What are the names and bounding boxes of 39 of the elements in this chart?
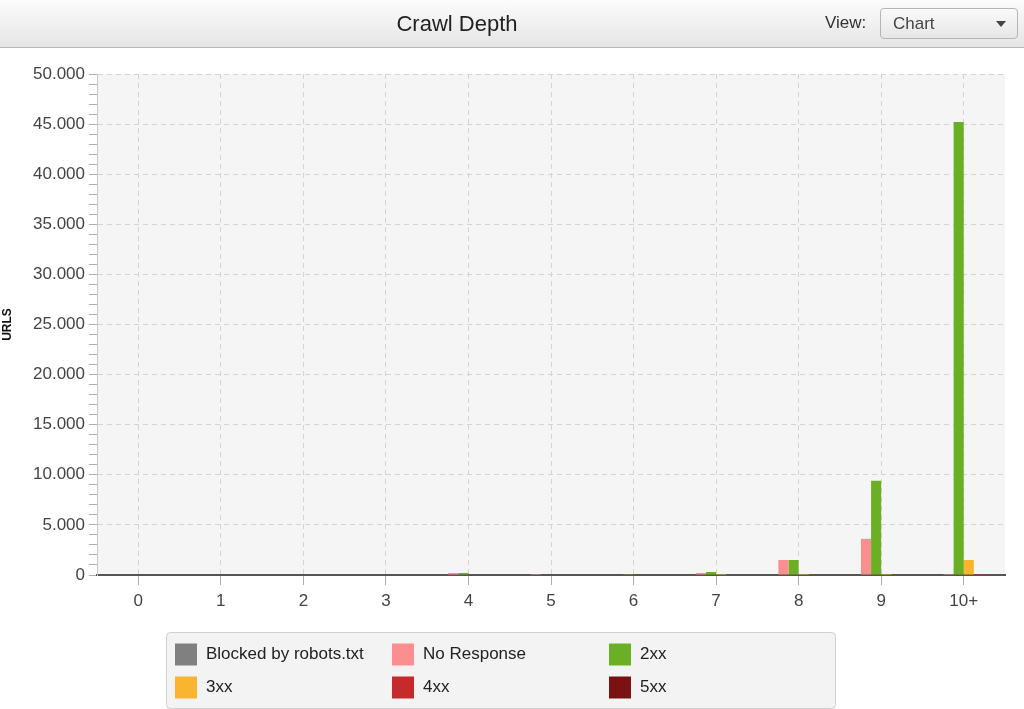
x-tick-label: 7 <box>711 590 721 610</box>
x-tick-label: 6 <box>628 590 639 610</box>
bar <box>778 559 789 575</box>
y-tick-label: 40.000 <box>33 163 85 183</box>
y-tick-label: 50.000 <box>33 63 85 83</box>
y-tick-label: 15.000 <box>33 414 85 434</box>
bar <box>860 538 872 575</box>
y-tick-label: 10.000 <box>33 464 85 484</box>
y-tick-label: 35.000 <box>33 213 85 233</box>
x-tick-label: 4 <box>463 590 474 610</box>
legend-label: 3xx <box>206 677 233 697</box>
bar <box>788 559 799 575</box>
legend-label: No Response <box>423 644 527 664</box>
legend-label: 2xx <box>640 644 667 664</box>
x-tick-label: 10+ <box>949 590 979 610</box>
legend-label: 4xx <box>423 677 450 697</box>
y-tick-label: 45.000 <box>33 113 85 133</box>
y-axis-title: URLS <box>0 308 14 341</box>
bar <box>871 480 882 575</box>
bar <box>953 122 964 575</box>
x-tick-label: 0 <box>133 590 144 610</box>
text: View: <box>825 13 867 33</box>
dropdown-field: Chart <box>880 8 1018 39</box>
x-tick-label: 3 <box>381 590 391 610</box>
x-tick-label: 8 <box>793 590 804 610</box>
bar <box>705 571 717 575</box>
y-tick-label: 0 <box>75 564 85 584</box>
legend-label: Blocked by robots.txt <box>206 644 365 664</box>
y-tick-label: 25.000 <box>33 314 85 334</box>
y-tick-label: 30.000 <box>33 264 85 284</box>
x-tick-label: 1 <box>216 590 226 610</box>
y-tick-label: 5.000 <box>42 514 85 534</box>
x-tick-label: 9 <box>876 590 886 610</box>
x-tick-label: 5 <box>546 590 556 610</box>
y-tick-label: 20.000 <box>33 364 85 384</box>
x-tick-label: 2 <box>298 590 309 610</box>
bar <box>963 559 974 575</box>
legend-label: 5xx <box>640 677 667 697</box>
chart-title: Crawl Depth <box>396 11 518 36</box>
